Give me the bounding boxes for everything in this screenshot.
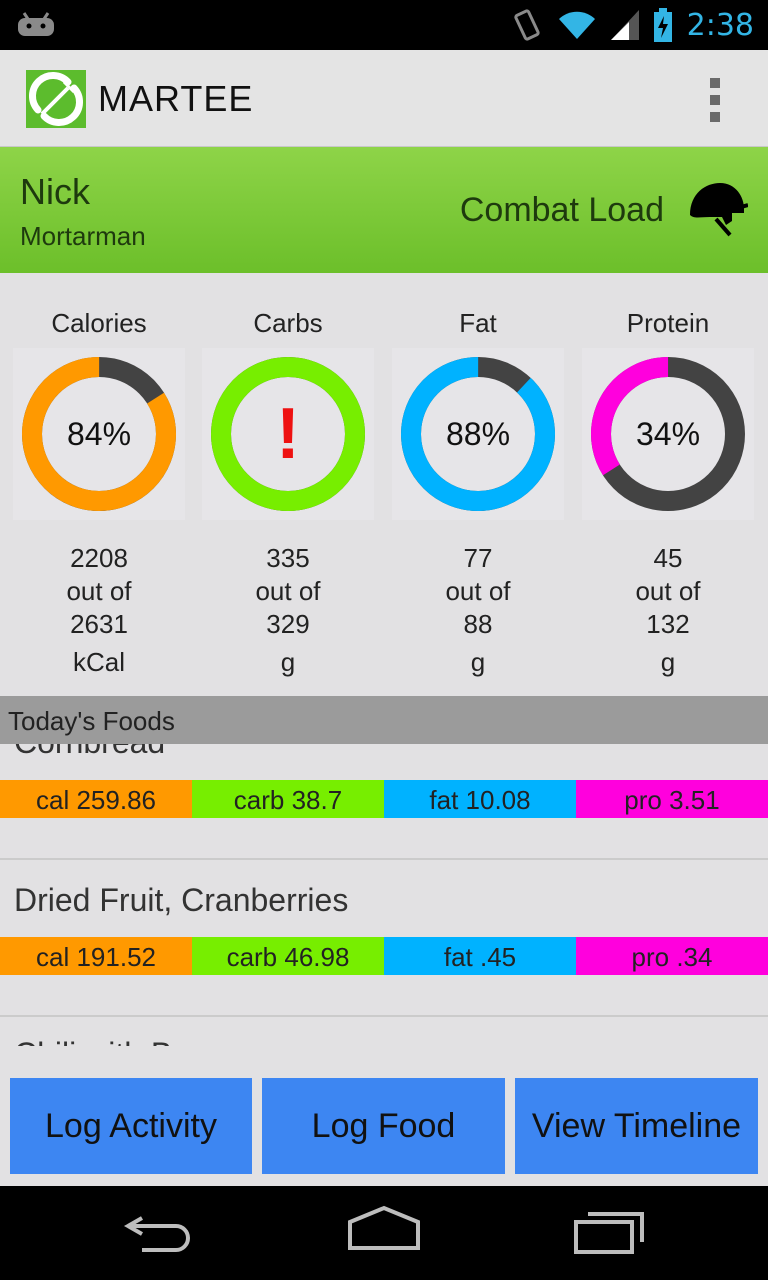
- log-food-button[interactable]: Log Food: [262, 1078, 505, 1174]
- out-of-label: out of: [635, 576, 701, 606]
- current-value: 77: [463, 543, 493, 573]
- food-name: Dried Fruit, Cranberries: [14, 882, 349, 918]
- back-icon[interactable]: [122, 1204, 196, 1254]
- fat-ring[interactable]: 88%: [392, 348, 564, 520]
- stat-unit: kCal: [72, 647, 125, 677]
- fat-stat: Fat 88% 77 out of 88 g: [383, 300, 573, 678]
- fat-bar: fat 10.08: [384, 780, 576, 818]
- recents-icon[interactable]: [572, 1204, 648, 1256]
- protein-ring[interactable]: 34%: [582, 348, 754, 520]
- profile-banner: Nick Mortarman Combat Load: [0, 147, 768, 273]
- macro-bars: cal 259.86 carb 38.7 fat 10.08 pro 3.51: [0, 780, 768, 818]
- calories-ring[interactable]: 84%: [13, 348, 185, 520]
- goal-value: 132: [646, 609, 690, 639]
- goal-value: 2631: [70, 609, 128, 639]
- clock: 2:38: [686, 7, 754, 43]
- overflow-menu-icon[interactable]: [710, 78, 722, 122]
- stat-values: 335 out of 329: [193, 542, 383, 641]
- food-name: Chili with Beans: [14, 1036, 242, 1046]
- app-logo-icon: [26, 70, 86, 128]
- macro-bars: cal 191.52 carb 46.98 fat .45 pro .34: [0, 937, 768, 975]
- out-of-label: out of: [255, 576, 321, 606]
- divider: [0, 1015, 768, 1017]
- stat-unit: g: [280, 647, 296, 677]
- home-icon[interactable]: [346, 1204, 422, 1254]
- user-name: Nick: [20, 171, 90, 212]
- helmet-icon: [690, 183, 748, 237]
- percent-text: 88%: [445, 416, 511, 452]
- todays-foods-header: Today's Foods: [0, 696, 768, 744]
- goal-value: 88: [463, 609, 493, 639]
- stat-values: 2208 out of 2631: [4, 542, 194, 641]
- current-value: 45: [653, 543, 683, 573]
- cal-bar: cal 191.52: [0, 937, 192, 975]
- percent-text: 34%: [635, 416, 701, 452]
- user-role: Mortarman: [20, 221, 146, 251]
- action-bar: MARTEE: [0, 50, 768, 147]
- out-of-label: out of: [445, 576, 511, 606]
- pro-bar: pro 3.51: [576, 780, 768, 818]
- carbs-stat: Carbs ! 335 out of 329 g: [193, 300, 383, 678]
- load-status: Combat Load: [459, 191, 664, 229]
- wifi-icon: [558, 11, 595, 39]
- stat-values: 45 out of 132: [573, 542, 763, 641]
- food-list[interactable]: Cornbread cal 259.86 carb 38.7 fat 10.08…: [0, 744, 768, 1046]
- stat-label: Fat: [459, 308, 497, 338]
- app-title: MARTEE: [98, 78, 254, 119]
- stat-label: Carbs: [253, 308, 323, 338]
- stat-values: 77 out of 88: [383, 542, 573, 641]
- signal-icon: [610, 10, 639, 40]
- percent-text: 84%: [66, 416, 132, 452]
- status-bar: 2:38: [0, 0, 768, 50]
- android-debug-icon: [18, 12, 54, 36]
- log-activity-button[interactable]: Log Activity: [10, 1078, 252, 1174]
- pro-bar: pro .34: [576, 937, 768, 975]
- out-of-label: out of: [66, 576, 132, 606]
- divider: [0, 858, 768, 860]
- calories-stat: Calories 84% 2208 out of 2631 kCal: [4, 300, 194, 678]
- current-value: 335: [266, 543, 310, 573]
- stat-unit: g: [660, 647, 676, 677]
- view-timeline-button[interactable]: View Timeline: [515, 1078, 758, 1174]
- goal-value: 329: [266, 609, 310, 639]
- food-name: Cornbread: [14, 744, 165, 761]
- system-nav-bar: [0, 1186, 768, 1280]
- vibrate-icon: [513, 9, 540, 41]
- stat-unit: g: [470, 647, 486, 677]
- cal-bar: cal 259.86: [0, 780, 192, 818]
- exceeded-alert-icon: !: [276, 394, 300, 474]
- fat-bar: fat .45: [384, 937, 576, 975]
- protein-stat: Protein 34% 45 out of 132 g: [573, 300, 763, 678]
- carbs-ring[interactable]: !: [202, 348, 374, 520]
- carb-bar: carb 38.7: [192, 780, 384, 818]
- current-value: 2208: [70, 543, 128, 573]
- battery-charging-icon: [653, 8, 672, 42]
- stat-label: Protein: [626, 308, 710, 338]
- carb-bar: carb 46.98: [192, 937, 384, 975]
- stat-label: Calories: [51, 308, 147, 338]
- section-title: Today's Foods: [8, 706, 175, 736]
